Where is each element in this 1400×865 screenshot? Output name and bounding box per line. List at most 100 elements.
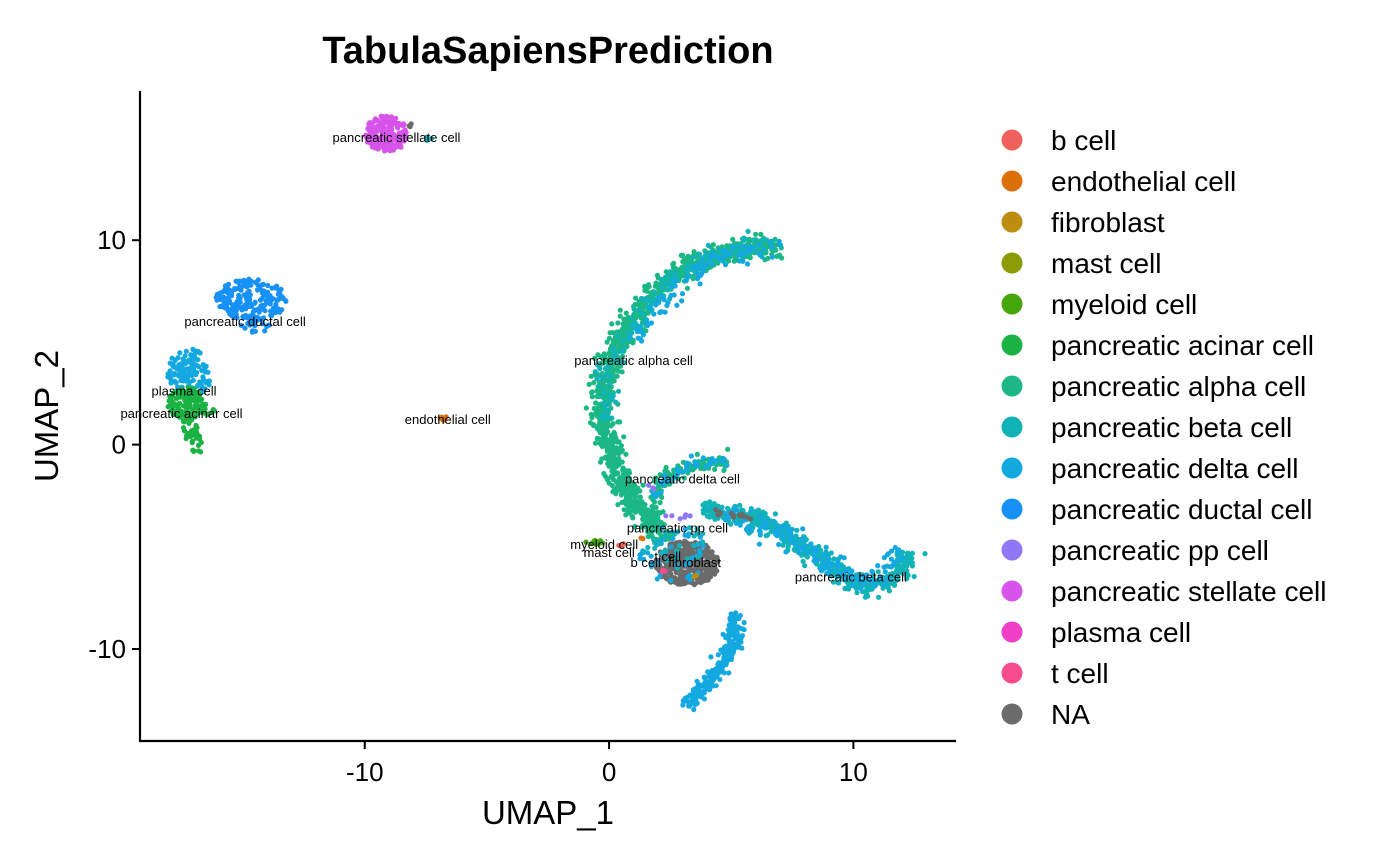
point-pancreatic-alpha-cell (765, 255, 771, 261)
legend-label: mast cell (1051, 248, 1161, 279)
point-t-cell (660, 567, 666, 573)
point-na (677, 572, 683, 579)
point-pancreatic-alpha-cell (643, 328, 649, 334)
point-pancreatic-delta-cell (724, 462, 730, 468)
point-pancreatic-delta-cell (748, 506, 754, 512)
point-pancreatic-delta-cell (183, 348, 189, 354)
point-pancreatic-delta-cell (674, 302, 680, 308)
point-pancreatic-delta-cell (685, 467, 691, 473)
point-pancreatic-acinar-cell (178, 390, 184, 396)
point-pancreatic-ductal-cell (264, 289, 271, 295)
point-pancreatic-stellate-cell (381, 139, 387, 145)
point-pancreatic-delta-cell (183, 374, 189, 381)
point-pancreatic-stellate-cell (377, 124, 383, 131)
point-pancreatic-alpha-cell (631, 505, 637, 511)
point-pancreatic-alpha-cell (591, 380, 597, 386)
point-pancreatic-beta-cell (594, 376, 600, 382)
point-pancreatic-ductal-cell (257, 297, 264, 303)
point-pancreatic-alpha-cell (657, 500, 663, 506)
point-pancreatic-delta-cell (761, 519, 768, 525)
cluster-label: pancreatic ductal cell (184, 314, 306, 329)
point-pancreatic-alpha-cell (610, 445, 616, 451)
point-pancreatic-beta-cell (606, 364, 612, 370)
point-myeloid-cell (583, 539, 589, 545)
point-pancreatic-delta-cell (713, 683, 719, 689)
point-pancreatic-ductal-cell (237, 284, 244, 291)
point-pancreatic-alpha-cell (615, 419, 621, 425)
point-pancreatic-acinar-cell (188, 434, 194, 440)
point-pancreatic-delta-cell (805, 550, 811, 556)
point-pancreatic-ductal-cell (262, 302, 268, 308)
point-pancreatic-acinar-cell (190, 406, 196, 412)
point-pancreatic-delta-cell (661, 472, 667, 478)
point-pancreatic-alpha-cell (627, 510, 633, 516)
point-pancreatic-delta-cell (695, 276, 701, 282)
point-pancreatic-alpha-cell (595, 436, 602, 442)
point-pancreatic-delta-cell (796, 550, 802, 556)
legend-label: pancreatic beta cell (1051, 412, 1292, 443)
point-pancreatic-alpha-cell (597, 429, 603, 435)
point-pancreatic-alpha-cell (643, 524, 649, 530)
point-pancreatic-alpha-cell (684, 285, 691, 291)
point-na (685, 568, 691, 575)
point-na (705, 545, 711, 551)
point-pancreatic-delta-cell (783, 549, 789, 555)
point-pancreatic-stellate-cell (381, 120, 387, 126)
point-pancreatic-delta-cell (696, 691, 703, 697)
point-pancreatic-alpha-cell (773, 247, 779, 253)
point-pancreatic-delta-cell (710, 251, 716, 257)
point-pancreatic-delta-cell (737, 522, 743, 528)
point-pancreatic-delta-cell (727, 616, 734, 622)
point-pancreatic-alpha-cell (655, 515, 661, 521)
point-pancreatic-delta-cell (731, 505, 737, 511)
point-pancreatic-ductal-cell (261, 292, 267, 298)
point-pancreatic-delta-cell (190, 346, 196, 352)
point-pancreatic-beta-cell (625, 330, 631, 336)
point-pancreatic-delta-cell (841, 575, 847, 581)
point-pancreatic-alpha-cell (614, 479, 620, 485)
point-pancreatic-alpha-cell (675, 476, 681, 482)
point-pancreatic-pp-cell (677, 516, 683, 522)
point-pancreatic-delta-cell (718, 664, 724, 670)
point-pancreatic-stellate-cell (395, 125, 401, 131)
point-pancreatic-pp-cell (669, 513, 675, 519)
point-pancreatic-acinar-cell (198, 398, 204, 404)
point-pancreatic-beta-cell (741, 237, 747, 243)
point-pancreatic-ductal-cell (262, 328, 268, 334)
legend-key (1001, 703, 1023, 725)
cluster-label: endothelial cell (405, 412, 491, 427)
point-pancreatic-alpha-cell (617, 446, 623, 452)
point-pancreatic-alpha-cell (772, 236, 778, 242)
point-pancreatic-pp-cell (687, 513, 693, 519)
x-tick-label: -10 (346, 757, 384, 787)
point-pancreatic-beta-cell (800, 558, 806, 565)
legend: b cell endothelial cell fibroblast mast cel… (1001, 125, 1326, 730)
point-pancreatic-alpha-cell (654, 526, 661, 532)
point-pancreatic-beta-cell (638, 295, 645, 302)
point-pancreatic-alpha-cell (605, 429, 611, 435)
point-pancreatic-beta-cell (663, 281, 669, 287)
point-pancreatic-alpha-cell (725, 446, 731, 452)
point-pancreatic-beta-cell (691, 543, 697, 549)
legend-label: myeloid cell (1051, 289, 1197, 320)
point-pancreatic-delta-cell (728, 643, 734, 649)
point-pancreatic-acinar-cell (176, 400, 183, 406)
point-pancreatic-delta-cell (168, 380, 174, 386)
point-pancreatic-alpha-cell (603, 455, 609, 461)
legend-label: pancreatic ductal cell (1051, 494, 1312, 525)
point-pancreatic-beta-cell (752, 510, 758, 516)
point-pancreatic-alpha-cell (679, 252, 686, 258)
point-pancreatic-alpha-cell (590, 421, 597, 428)
legend-key (1001, 252, 1023, 274)
point-pancreatic-stellate-cell (398, 131, 405, 137)
point-pancreatic-beta-cell (667, 269, 673, 275)
point-pancreatic-delta-cell (823, 544, 829, 551)
legend-label: pancreatic delta cell (1051, 453, 1298, 484)
point-pancreatic-alpha-cell (753, 231, 759, 237)
point-pancreatic-delta-cell (707, 256, 713, 262)
point-pancreatic-beta-cell (894, 572, 900, 578)
point-na (697, 565, 703, 572)
point-pancreatic-beta-cell (631, 306, 637, 312)
point-pancreatic-delta-cell (655, 300, 661, 306)
